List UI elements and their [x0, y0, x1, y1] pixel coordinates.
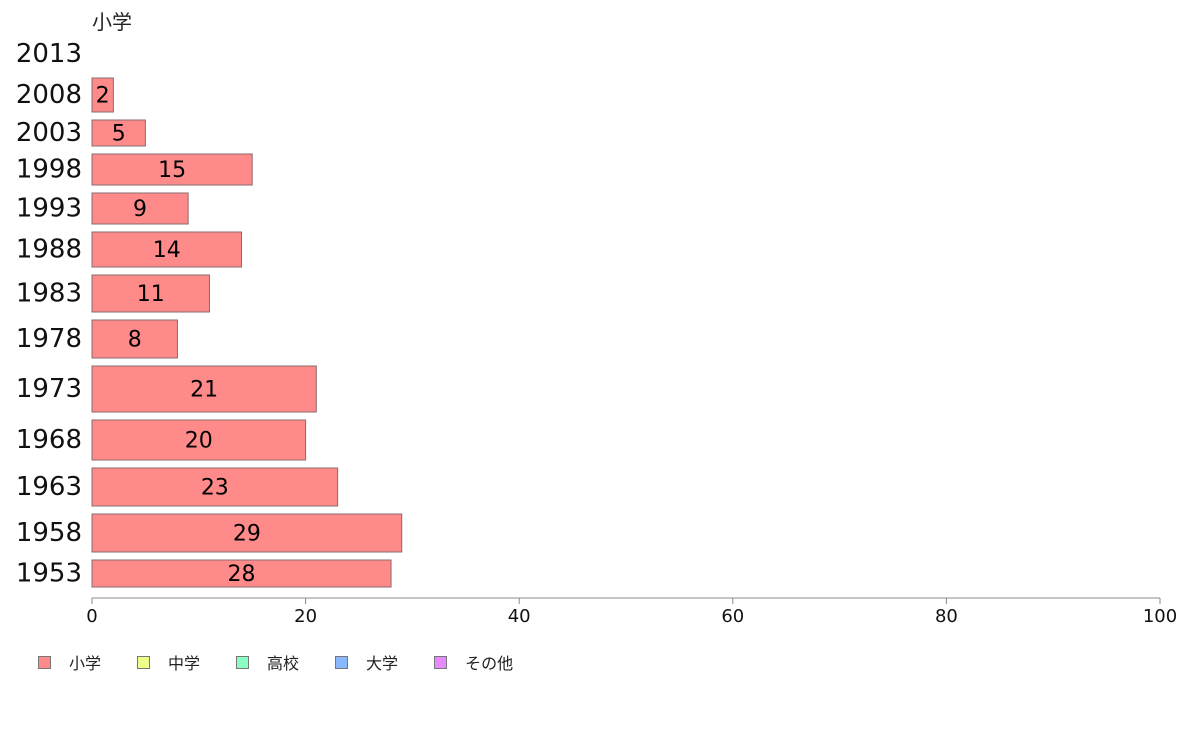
bar: [91, 77, 114, 113]
category-label: 1998: [16, 155, 82, 185]
x-tick-label: 80: [935, 606, 958, 627]
data-label: 20: [185, 429, 213, 454]
legend-item[interactable]: 高校: [236, 650, 299, 674]
bar: [91, 513, 403, 553]
bar: [91, 419, 307, 461]
data-label: 14: [153, 238, 181, 263]
category-label: 2008: [16, 80, 82, 110]
bar: [91, 192, 189, 225]
bar: [91, 559, 392, 588]
legend: 小学 中学 高校 大学 その他: [38, 650, 549, 674]
bar: [91, 119, 146, 147]
legend-item[interactable]: 小学: [38, 650, 101, 674]
data-label: 15: [158, 158, 186, 183]
x-tick-label: 100: [1143, 606, 1177, 627]
category-label: 1958: [16, 518, 82, 548]
legend-swatch: [38, 655, 51, 669]
category-label: 1993: [16, 194, 82, 224]
legend-swatch: [236, 655, 250, 669]
bar: [91, 467, 339, 507]
x-tick-label: 60: [721, 606, 744, 627]
chart-title: 小学: [92, 10, 132, 34]
legend-label: 高校: [267, 654, 300, 673]
x-tick-label: 40: [508, 606, 531, 627]
data-label: 28: [228, 562, 256, 587]
category-label: 1983: [16, 279, 82, 309]
data-label: 8: [128, 328, 142, 353]
category-label: 1963: [16, 472, 82, 502]
legend-label: 中学: [168, 654, 201, 673]
legend-label: 小学: [69, 654, 102, 673]
category-label: 1988: [16, 235, 82, 265]
bar: [91, 153, 253, 186]
category-label: 1978: [16, 324, 82, 354]
legend-label: その他: [465, 654, 514, 673]
bar: [91, 365, 317, 413]
category-label: 1953: [16, 559, 82, 589]
x-tick-label: 0: [86, 606, 97, 627]
category-label: 1968: [16, 425, 82, 455]
legend-swatch: [335, 655, 349, 669]
legend-item[interactable]: 大学: [335, 650, 398, 674]
data-label: 21: [190, 378, 218, 403]
bar: [91, 274, 210, 313]
data-label: 29: [233, 522, 261, 547]
x-tick-label: 20: [294, 606, 317, 627]
data-label: 11: [137, 282, 165, 307]
legend-swatch: [434, 655, 448, 669]
legend-item[interactable]: 中学: [137, 650, 200, 674]
category-label: 2013: [16, 39, 82, 69]
data-label: 5: [112, 122, 126, 147]
category-label: 2003: [16, 118, 82, 148]
data-label: 2: [96, 84, 110, 109]
bar: [91, 319, 178, 359]
legend-label: 大学: [366, 654, 399, 673]
legend-item[interactable]: その他: [434, 650, 513, 674]
category-label: 1973: [16, 374, 82, 404]
bar: [91, 231, 243, 268]
legend-swatch: [137, 655, 151, 669]
data-label: 9: [133, 197, 147, 222]
data-label: 23: [201, 476, 229, 501]
